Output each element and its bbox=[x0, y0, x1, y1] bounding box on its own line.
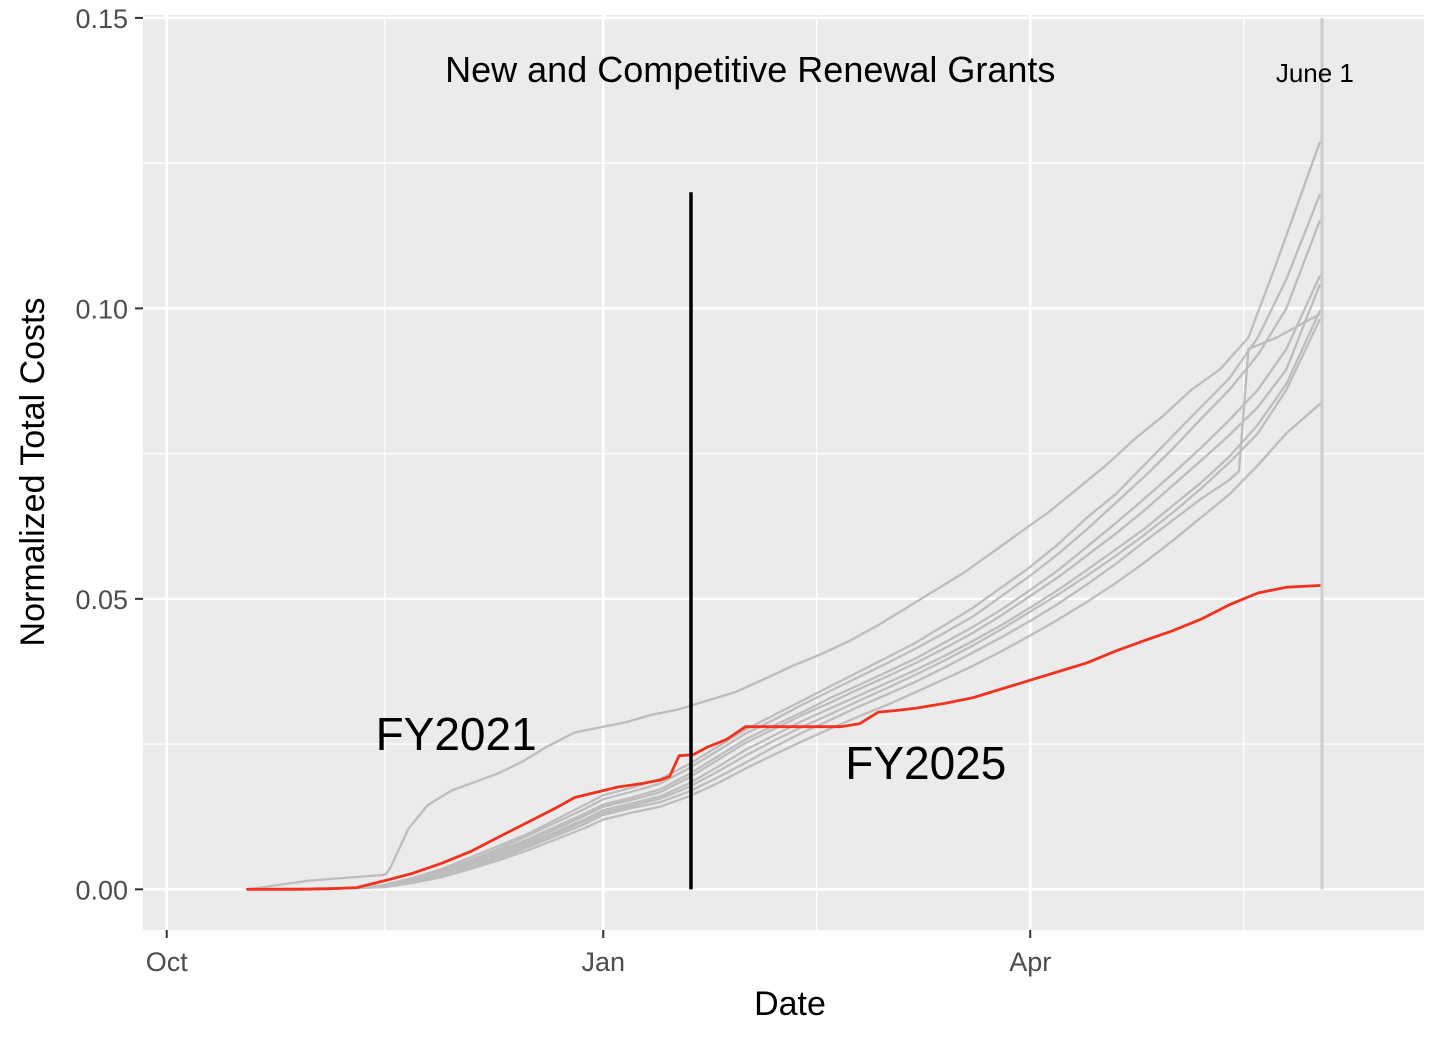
axis-ticks bbox=[135, 16, 1032, 938]
series-layer bbox=[246, 141, 1321, 891]
tick-labels: Oct Jan Apr 0.00 0.05 0.10 0.15 bbox=[75, 4, 1051, 977]
annotations: New and Competitive Renewal Grants June 1… bbox=[376, 49, 1354, 789]
series-line-fy2021 bbox=[246, 141, 1321, 891]
reference-lines bbox=[689, 17, 1324, 890]
y-tick-label: 0.05 bbox=[75, 585, 128, 615]
series-line-fy2024 bbox=[246, 275, 1321, 891]
y-axis-title: Normalized Total Costs bbox=[14, 298, 52, 647]
y-tick-label: 0.15 bbox=[75, 4, 128, 34]
major-gridlines bbox=[143, 15, 1424, 930]
series-line-fy2022 bbox=[246, 193, 1321, 891]
x-tick-label: Oct bbox=[146, 947, 189, 977]
x-tick-label: Apr bbox=[1009, 947, 1051, 977]
annotation-fy2025: FY2025 bbox=[845, 737, 1006, 789]
y-tick-label: 0.00 bbox=[75, 875, 128, 905]
x-tick-label: Jan bbox=[581, 947, 625, 977]
y-tick-label: 0.10 bbox=[75, 294, 128, 324]
series-line-fy2017 bbox=[246, 310, 1321, 891]
series-line-fy2016 bbox=[246, 283, 1321, 891]
series-line-fy2023 bbox=[246, 220, 1321, 891]
series-line-fy2020 bbox=[246, 403, 1321, 891]
series-line-fy2018 bbox=[246, 318, 1321, 891]
series-line-fy2025 bbox=[246, 584, 1321, 891]
annotation-fy2021: FY2021 bbox=[376, 708, 537, 760]
minor-gridlines bbox=[143, 15, 1424, 930]
plot-panel bbox=[143, 15, 1424, 930]
series-line-fy2019 bbox=[246, 313, 1321, 891]
x-axis-title: Date bbox=[754, 985, 826, 1023]
annotation-new-and-competitive-renewal-grants: New and Competitive Renewal Grants bbox=[445, 49, 1055, 90]
annotation-june-1: June 1 bbox=[1276, 58, 1354, 88]
